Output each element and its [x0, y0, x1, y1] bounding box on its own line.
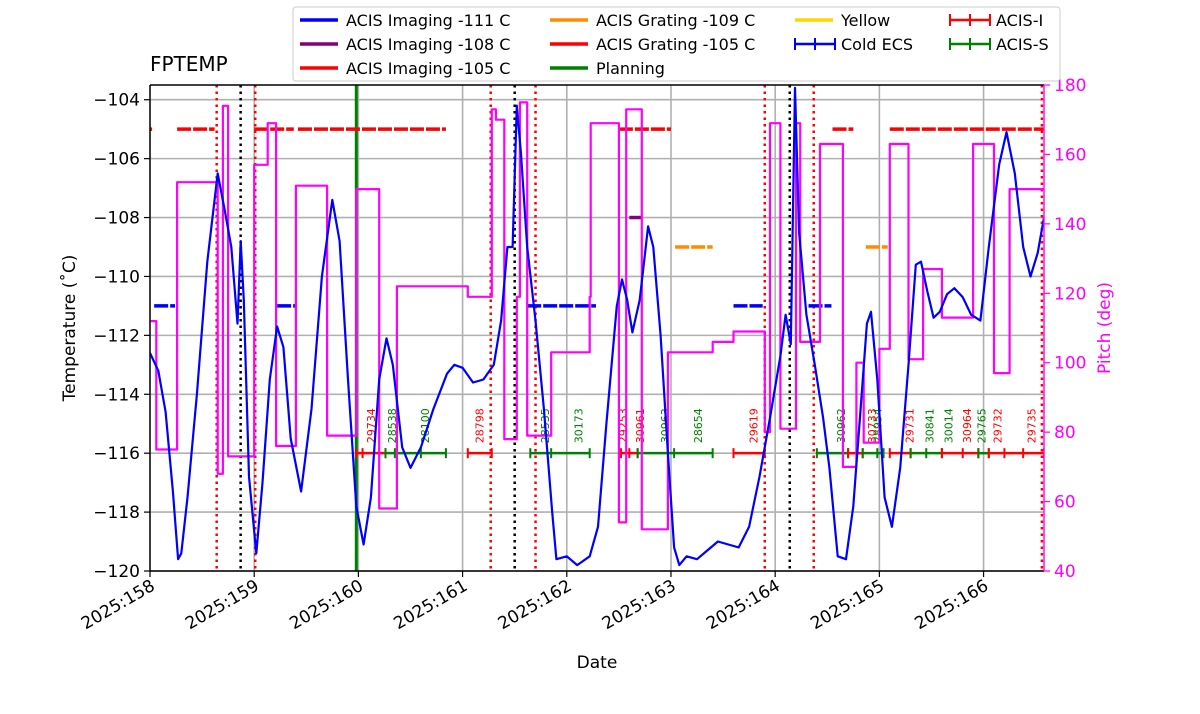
obsid-label: 30173	[572, 408, 585, 443]
y2-tick-label: 40	[1054, 562, 1076, 582]
x-tick-label: 2025:165	[807, 576, 888, 634]
y2-axis-label: Pitch (deg)	[1095, 282, 1115, 374]
y-tick-label: −104	[93, 91, 140, 111]
obsid-label: 29735	[1026, 408, 1039, 443]
obsid-label: 28100	[419, 408, 432, 443]
y-tick-label: −114	[93, 385, 140, 405]
obsid-label: 30962	[835, 408, 848, 443]
data-group: 29734 28538 28100 28798 28535 30173 29253 30961…	[150, 85, 1044, 571]
legend-label: ACIS Grating -105 C	[596, 35, 755, 54]
legend-label: Cold ECS	[841, 35, 913, 54]
obsid-label: 28954	[871, 408, 884, 443]
y2-tick-label: 140	[1054, 215, 1086, 235]
x-tick-label: 2025:164	[703, 576, 784, 634]
y2-tick-label: 180	[1054, 76, 1086, 96]
x-tick-label: 2025:158	[78, 576, 159, 634]
temperature-series-line	[150, 86, 1044, 567]
legend-label: Yellow	[840, 11, 890, 30]
y-tick-label: −116	[93, 444, 140, 464]
x-tick-label: 2025:163	[599, 576, 680, 634]
legend-box	[292, 6, 1061, 82]
obsid-label: 30014	[942, 408, 955, 443]
y-tick-label: −120	[93, 562, 140, 582]
y2-tick-label: 100	[1054, 354, 1086, 374]
chart-title: FPTEMP	[150, 52, 228, 76]
pitch-series-line	[150, 101, 1044, 531]
obsid-label: 29619	[747, 408, 760, 443]
obsid-label: 30964	[961, 408, 974, 443]
obsid-label: 30841	[924, 408, 937, 443]
y-tick-label: −110	[93, 267, 140, 287]
x-tick-label: 2025:166	[912, 576, 993, 634]
obsid-label: 29731	[904, 408, 917, 443]
obsid-label: 29765	[976, 408, 989, 443]
obsid-label: 30961	[634, 408, 647, 443]
legend: ACIS Imaging -111 C ACIS Imaging -108 C AC…	[292, 6, 1061, 82]
y-tick-label: −106	[93, 150, 140, 170]
x-tick-label: 2025:159	[182, 576, 263, 634]
legend-label: ACIS-S	[996, 35, 1049, 54]
x-tick-label: 2025:160	[286, 576, 367, 634]
x-axis-label: Date	[577, 653, 618, 673]
y-tick-label: −112	[93, 326, 140, 346]
obsid-label: 28654	[692, 408, 705, 443]
obsid-label: 28538	[386, 408, 399, 443]
y-tick-label: −118	[93, 503, 140, 523]
y2-tick-label: 80	[1054, 423, 1076, 443]
legend-label: ACIS-I	[996, 11, 1043, 30]
x-tick-label: 2025:162	[495, 576, 576, 634]
obsid-label: 28798	[473, 408, 486, 443]
y2-tick-label: 60	[1054, 493, 1076, 513]
legend-label: ACIS Imaging -108 C	[346, 35, 510, 54]
y-tick-label: −108	[93, 209, 140, 229]
legend-label: ACIS Imaging -105 C	[346, 59, 510, 78]
y2-tick-label: 120	[1054, 284, 1086, 304]
x-tick-label: 2025:161	[391, 576, 472, 634]
y2-tick-label: 160	[1054, 145, 1086, 165]
legend-label: ACIS Imaging -111 C	[346, 11, 510, 30]
y-axis-label: Temperature (˚C)	[59, 255, 80, 403]
obsid-label: 29732	[991, 408, 1004, 443]
obsid-label: 30733	[866, 408, 879, 443]
legend-label: ACIS Grating -109 C	[596, 11, 755, 30]
legend-label: Planning	[596, 59, 665, 78]
